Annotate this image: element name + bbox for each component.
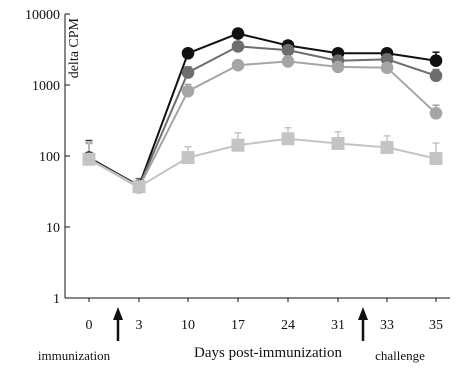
series-markers [82,27,443,194]
data-point [132,180,146,194]
data-point [181,151,195,165]
y-tick-label: 10000 [25,8,60,23]
x-tick-label: 10 [181,318,195,333]
y-tick-label: 1000 [32,79,60,94]
data-point [231,40,245,53]
data-point [429,152,443,166]
data-point [231,27,245,40]
y-tick-label: 10 [46,221,60,236]
data-point [281,132,295,146]
series-lines [88,32,437,189]
data-point [231,58,245,72]
data-point [429,54,443,67]
data-point [429,69,443,83]
data-point [181,66,195,79]
y-tick-label: 100 [39,150,60,165]
data-point [281,43,295,57]
x-tick-label: 33 [380,318,394,333]
x-ticks: 0 3 10 17 24 31 33 35 [86,298,443,333]
x-tick-label: 31 [331,318,345,333]
annotation-label: challenge [375,348,425,363]
annotations: immunization challenge [38,307,425,363]
x-axis-label: Days post-immunization [194,345,342,361]
y-ticks: 1 10 100 1000 10000 [25,8,70,307]
data-point [231,138,245,152]
data-point [429,106,443,120]
annotation-arrow-head [113,307,123,320]
data-point [380,61,394,75]
x-tick-label: 17 [231,318,245,333]
data-point [331,60,345,74]
y-axis-label: delta CPM [67,17,82,78]
data-point [82,152,96,166]
data-point [331,136,345,150]
x-tick-label: 0 [86,318,93,333]
series-line [88,45,437,189]
data-point [181,46,195,60]
series-line [88,60,437,189]
y-tick-label: 1 [53,292,60,307]
data-point [281,55,295,68]
annotation-label: immunization [38,348,111,363]
x-tick-label: 24 [281,318,295,333]
x-tick-label: 3 [136,318,143,333]
series-line [88,137,437,188]
data-point [181,84,195,98]
data-point [380,140,394,154]
x-tick-label: 35 [429,318,443,333]
series-line [88,32,437,188]
annotation-arrow-head [358,307,368,320]
